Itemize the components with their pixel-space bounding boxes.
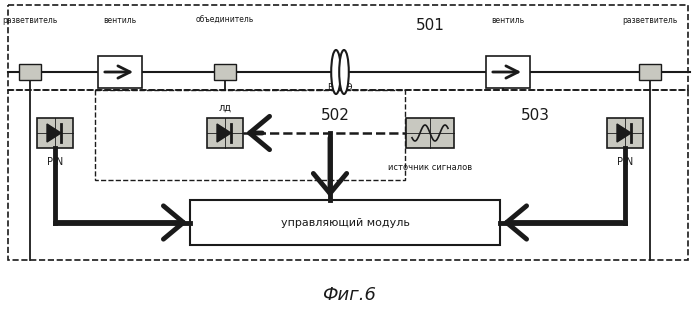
Bar [98, 56, 142, 88]
Text: 502: 502 [320, 108, 350, 123]
Bar [607, 118, 643, 148]
Bar [190, 200, 500, 245]
Text: источник сигналов: источник сигналов [388, 163, 472, 172]
Polygon shape [617, 124, 631, 142]
Text: разветвитель: разветвитель [2, 16, 58, 25]
Text: лд: лд [218, 103, 232, 113]
Bar [639, 64, 661, 80]
Text: ВКЛЭ: ВКЛЭ [327, 83, 352, 92]
Text: вентиль: вентиль [491, 16, 525, 25]
Polygon shape [217, 124, 231, 142]
Text: 501: 501 [415, 18, 445, 33]
Bar [486, 56, 530, 88]
Text: 503: 503 [521, 108, 549, 123]
Bar [37, 118, 73, 148]
Text: разветвитель: разветвитель [623, 16, 678, 25]
Bar [8, 90, 688, 260]
Text: PIN: PIN [617, 157, 633, 167]
Text: объединитель: объединитель [196, 16, 254, 25]
Bar [214, 64, 236, 80]
Text: PIN: PIN [47, 157, 63, 167]
Polygon shape [47, 124, 61, 142]
Bar [207, 118, 243, 148]
Ellipse shape [339, 50, 349, 94]
Text: управляющий модуль: управляющий модуль [281, 218, 410, 228]
Bar [406, 118, 454, 148]
Text: вентиль: вентиль [103, 16, 137, 25]
Bar [8, 5, 688, 90]
Text: Фиг.6: Фиг.6 [322, 286, 376, 304]
Bar [95, 90, 405, 180]
Bar [19, 64, 41, 80]
Ellipse shape [331, 50, 341, 94]
